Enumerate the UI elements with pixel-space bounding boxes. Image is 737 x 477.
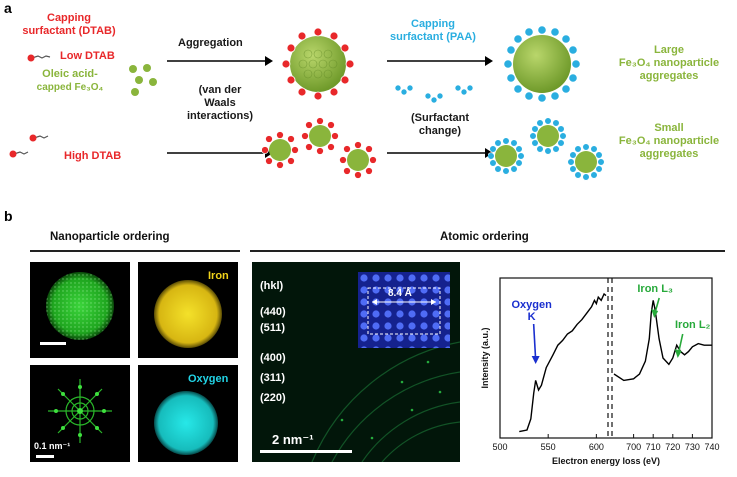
fft-scale-label: 0.1 nm⁻¹	[34, 441, 71, 451]
diffraction-image: (hkl) (440) (511) (400) (311) (220) 2 nm…	[252, 262, 460, 462]
large-aggregate-dtab	[281, 27, 355, 101]
diffraction-scale-bar	[260, 450, 352, 453]
surfactant-change-line1: (Surfactant	[410, 112, 470, 124]
x-tick-label: 700	[626, 442, 641, 452]
eels-series-left	[519, 292, 607, 433]
panel-a-letter: a	[4, 0, 12, 16]
hkl-label-4: (311)	[260, 372, 286, 384]
paa-label: Capping surfactant (PAA)	[378, 18, 488, 44]
x-tick-label: 730	[685, 442, 700, 452]
panel-b-letter: b	[4, 208, 13, 224]
vdw-line2: Waals	[204, 97, 236, 109]
x-tick-label: 740	[704, 442, 719, 452]
iron-l3-arrow-head	[651, 309, 659, 318]
small-line2: Fe₃O₄ nanoparticle	[618, 135, 720, 147]
iron-l2-arrow	[677, 333, 684, 353]
oxygen-arrow	[532, 323, 537, 361]
high-dtab-molecules-icon	[9, 134, 49, 158]
iron-l2-annotation: Iron L₂	[675, 319, 711, 331]
paa-molecules-icon	[394, 84, 474, 104]
surfactant-arrow-top	[387, 56, 493, 66]
haadf-scale-bar	[40, 342, 66, 345]
x-tick-label: 710	[646, 442, 661, 452]
small-aggregates-paa	[488, 117, 605, 181]
vdw-label: (van der Waals interactions)	[168, 84, 272, 123]
paa-line2: surfactant (PAA)	[390, 31, 476, 43]
high-dtab-label: High DTAB	[64, 150, 122, 162]
surfactant-change-line2: change)	[418, 125, 462, 137]
fft-image: 0.1 nm⁻¹	[30, 365, 130, 462]
iron-l3-arrow	[654, 297, 660, 313]
fft-scale-bar	[36, 455, 54, 458]
small-aggregates-dtab	[262, 117, 377, 179]
nanoparticle-ordering-rule	[30, 250, 240, 252]
large-aggregate-paa	[503, 25, 581, 103]
haadf-particle-image	[30, 262, 130, 358]
capping-dtab-label: Capping surfactant (DTAB)	[14, 12, 124, 38]
atomic-ordering-title: Atomic ordering	[440, 231, 529, 243]
diffraction-scale-label: 2 nm⁻¹	[272, 432, 314, 447]
hkl-label-5: (220)	[260, 392, 286, 404]
eels-series-right	[613, 300, 712, 382]
aggregation-label: Aggregation	[178, 37, 243, 49]
iron-label: Iron	[208, 270, 229, 282]
iron-l3-annotation: Iron L₃	[637, 283, 673, 295]
inset-distance-label: 8.4 Å	[388, 288, 412, 299]
hkl-label-2: (511)	[260, 322, 286, 334]
eels-chart: 500 550 600 700 710 720 730 740 Electron energy …	[480, 277, 720, 466]
surfactant-arrow-bottom	[387, 148, 493, 158]
paa-line1: Capping	[411, 18, 455, 30]
hkl-label-3: (400)	[260, 352, 286, 364]
small-line3: aggregates	[639, 148, 699, 160]
oxygen-label: Oxygen	[188, 373, 229, 385]
iron-map-image: Iron	[138, 262, 238, 358]
capping-dtab-line2: surfactant (DTAB)	[22, 25, 116, 37]
large-line3: aggregates	[639, 70, 699, 82]
oxygen-k-annotation-2: K	[528, 311, 536, 323]
x-tick-label: 550	[541, 442, 556, 452]
small-line1: Small	[654, 122, 684, 134]
x-tick-label: 500	[492, 442, 507, 452]
vdw-line3: interactions)	[186, 110, 253, 122]
dtab-molecule-icon	[27, 54, 51, 62]
x-tick-label: 600	[589, 442, 604, 452]
oleic-np-cluster-icon	[129, 64, 157, 96]
hkl-label-0: (hkl)	[260, 280, 284, 292]
x-tick-label: 720	[665, 442, 680, 452]
atomic-ordering-rule	[250, 250, 725, 252]
large-line1: Large	[654, 44, 684, 56]
x-axis-label: Electron energy loss (eV)	[552, 456, 660, 466]
nanoparticle-ordering-title: Nanoparticle ordering	[50, 231, 170, 243]
aggregation-arrow-bottom	[167, 148, 273, 158]
oxygen-arrow-head	[531, 356, 540, 364]
hkl-label-1: (440)	[260, 306, 286, 318]
oleic-line2: capped Fe₃O₄	[36, 82, 104, 93]
oxygen-k-annotation: Oxygen	[511, 299, 552, 311]
oxygen-map-image: Oxygen	[138, 365, 238, 462]
surfactant-change-label: (Surfactant change)	[385, 112, 495, 138]
vdw-line1: (van der	[198, 84, 242, 96]
small-aggregates-label: Small Fe₃O₄ nanoparticle aggregates	[604, 122, 734, 161]
capping-dtab-line1: Capping	[47, 12, 91, 24]
oleic-line1: Oleic acid-	[42, 68, 98, 80]
large-line2: Fe₃O₄ nanoparticle	[618, 57, 720, 69]
plot-frame	[499, 277, 713, 439]
iron-l2-arrow-head	[674, 349, 682, 358]
aggregation-arrow-top	[167, 56, 273, 66]
large-aggregates-label: Large Fe₃O₄ nanoparticle aggregates	[604, 44, 734, 83]
low-dtab-label: Low DTAB	[60, 50, 115, 62]
lattice-inset: 8.4 Å	[358, 272, 450, 348]
oleic-label: Oleic acid- capped Fe₃O₄	[20, 68, 120, 94]
y-axis-label: Intensity (a.u.)	[480, 327, 490, 388]
